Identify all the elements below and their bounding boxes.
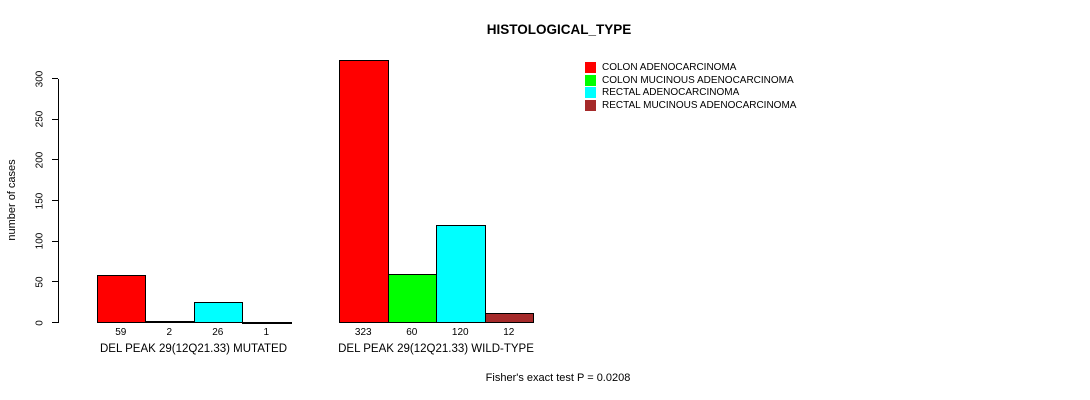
legend-label: COLON MUCINOUS ADENOCARCINOMA bbox=[602, 74, 794, 86]
legend-label: RECTAL MUCINOUS ADENOCARCINOMA bbox=[602, 100, 797, 112]
y-tick-label: 150 bbox=[34, 192, 46, 209]
bar-value-label: 26 bbox=[212, 327, 224, 338]
bar bbox=[388, 273, 437, 323]
bar-value-label: 323 bbox=[354, 327, 372, 338]
y-tick-label: 250 bbox=[34, 110, 46, 128]
legend-swatch bbox=[585, 87, 596, 99]
bar-value-label: 60 bbox=[406, 327, 418, 338]
bar-value-label: 120 bbox=[451, 327, 469, 338]
y-tick bbox=[52, 281, 58, 283]
group-label: DEL PEAK 29(12Q21.33) WILD-TYPE bbox=[338, 343, 534, 355]
bar-value-label: 1 bbox=[263, 327, 270, 338]
legend-swatch bbox=[585, 61, 596, 73]
y-tick bbox=[52, 118, 58, 120]
y-tick-label: 50 bbox=[34, 276, 46, 288]
y-tick-label: 200 bbox=[34, 151, 46, 169]
legend-item: RECTAL MUCINOUS ADENOCARCINOMA bbox=[585, 99, 796, 112]
y-tick bbox=[52, 159, 58, 161]
y-tick-label: 300 bbox=[34, 70, 46, 87]
bar bbox=[145, 320, 195, 323]
group-label: DEL PEAK 29(12Q21.33) MUTATED bbox=[99, 343, 288, 355]
legend-swatch bbox=[585, 74, 596, 86]
bar-value-label: 59 bbox=[115, 327, 127, 338]
legend: COLON ADENOCARCINOMA COLON MUCINOUS ADENO… bbox=[585, 61, 796, 112]
bar bbox=[485, 312, 534, 323]
y-tick-label: 100 bbox=[34, 232, 46, 250]
legend-item: COLON MUCINOUS ADENOCARCINOMA bbox=[585, 74, 796, 87]
legend-label: COLON ADENOCARCINOMA bbox=[602, 61, 737, 73]
y-tick bbox=[52, 240, 58, 242]
legend-item: RECTAL ADENOCARCINOMA bbox=[585, 87, 796, 100]
legend-item: COLON ADENOCARCINOMA bbox=[585, 61, 796, 74]
fisher-test-annotation: Fisher's exact test P = 0.0208 bbox=[485, 372, 631, 384]
y-axis-line bbox=[58, 78, 59, 323]
bar-value-label: 12 bbox=[503, 327, 515, 338]
y-tick-label: 0 bbox=[34, 319, 46, 326]
legend-swatch bbox=[585, 100, 596, 112]
bar bbox=[436, 224, 486, 323]
y-tick bbox=[52, 322, 58, 323]
bar bbox=[339, 59, 389, 323]
bar bbox=[242, 321, 292, 324]
legend-label: RECTAL ADENOCARCINOMA bbox=[602, 87, 740, 99]
y-axis-label: number of cases bbox=[6, 159, 18, 241]
chart-title: HISTOLOGICAL_TYPE bbox=[486, 22, 632, 37]
bar bbox=[194, 301, 243, 323]
bar-value-label: 2 bbox=[166, 327, 173, 338]
y-tick bbox=[52, 78, 58, 79]
y-tick bbox=[52, 200, 58, 201]
bar bbox=[97, 274, 146, 323]
